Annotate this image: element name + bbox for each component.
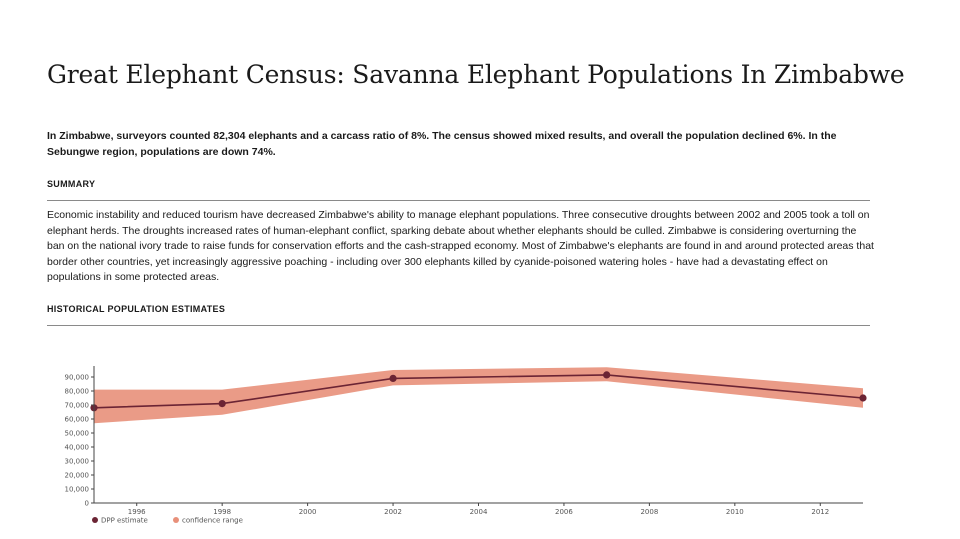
y-tick-label: 80,000 — [65, 388, 90, 396]
dpp-estimate-point[interactable] — [218, 400, 226, 408]
x-tick-label: 2012 — [811, 508, 829, 516]
y-tick-label: 20,000 — [65, 472, 90, 480]
x-tick-label: 2004 — [470, 508, 488, 516]
population-chart: 0 10,000 20,000 30,000 40,000 50,000 60,000 70,… — [65, 366, 867, 525]
legend-confidence-label: confidence range — [182, 517, 243, 525]
y-tick-label: 0 — [85, 500, 89, 508]
legend-dpp-label: DPP estimate — [101, 517, 148, 525]
dpp-estimate-point[interactable] — [859, 394, 867, 402]
chart-heading: HISTORICAL POPULATION ESTIMATES — [47, 304, 226, 314]
x-tick-label: 2008 — [640, 508, 658, 516]
summary-divider — [47, 200, 870, 201]
legend-confidence-swatch — [173, 517, 179, 523]
y-tick-label: 70,000 — [65, 402, 90, 410]
y-tick-label: 50,000 — [65, 430, 90, 438]
x-tick-label: 2006 — [555, 508, 573, 516]
x-tick-label: 2000 — [299, 508, 317, 516]
dpp-estimate-point[interactable] — [389, 374, 397, 382]
dpp-estimate-point[interactable] — [603, 371, 611, 379]
confidence-range-band — [94, 367, 863, 424]
lede-text: In Zimbabwe, surveyors counted 82,304 el… — [47, 130, 837, 158]
x-tick-label: 1998 — [213, 508, 231, 516]
y-tick-label: 10,000 — [65, 486, 90, 494]
chart-divider — [47, 325, 870, 326]
y-tick-label: 90,000 — [65, 374, 90, 382]
summary-text: Economic instability and reduced tourism… — [47, 209, 874, 283]
y-tick-label: 40,000 — [65, 444, 90, 452]
x-tick-label: 2002 — [384, 508, 402, 516]
summary-heading: SUMMARY — [47, 179, 96, 189]
legend-dpp-swatch — [92, 517, 98, 523]
y-tick-label: 60,000 — [65, 416, 90, 424]
y-tick-label: 30,000 — [65, 458, 90, 466]
x-tick-label: 2010 — [726, 508, 744, 516]
x-tick-label: 1996 — [128, 508, 146, 516]
page-title: Great Elephant Census: Savanna Elephant … — [47, 60, 905, 89]
